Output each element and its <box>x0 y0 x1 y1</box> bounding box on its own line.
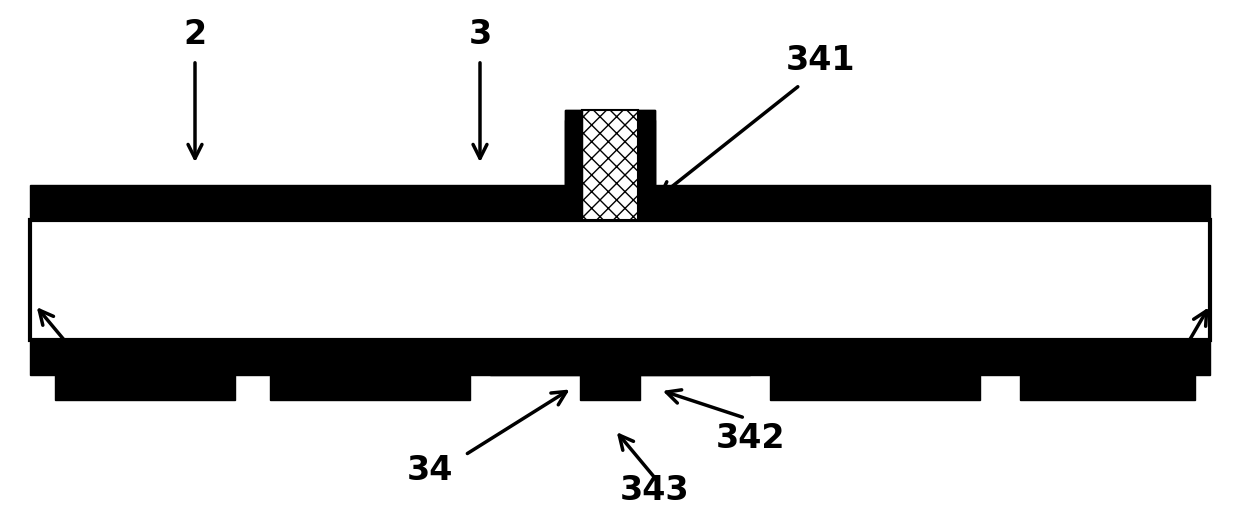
Bar <box>490 340 750 375</box>
Text: 343: 343 <box>620 473 689 506</box>
Bar <box>270 375 470 400</box>
Bar <box>770 375 980 400</box>
Text: 342: 342 <box>715 422 785 454</box>
Bar <box>565 110 582 220</box>
Text: 4: 4 <box>1163 374 1187 406</box>
Bar <box>30 220 1210 340</box>
Bar <box>30 340 1210 375</box>
Text: 3: 3 <box>469 18 491 52</box>
Bar <box>565 120 655 220</box>
Text: 1: 1 <box>63 374 87 406</box>
Bar <box>582 110 639 220</box>
Text: 34: 34 <box>407 454 453 486</box>
Bar <box>30 185 1210 220</box>
Bar <box>565 110 655 220</box>
Bar <box>580 340 640 400</box>
Text: 2: 2 <box>184 18 207 52</box>
Bar <box>55 375 236 400</box>
Text: 341: 341 <box>785 44 854 76</box>
Bar <box>1021 375 1195 400</box>
Bar <box>639 110 655 220</box>
